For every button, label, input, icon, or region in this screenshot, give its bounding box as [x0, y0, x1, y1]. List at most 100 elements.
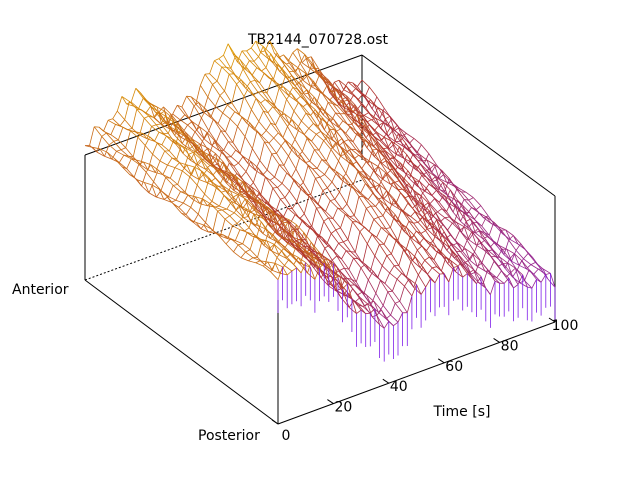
mesh-line-position: [224, 90, 233, 104]
mesh-line-position: [504, 268, 513, 278]
mesh-line-time: [236, 177, 242, 196]
mesh-line-position: [267, 208, 276, 219]
mesh-line-position: [334, 277, 343, 290]
mesh-line-position: [399, 140, 408, 150]
mesh-line-time: [471, 231, 477, 246]
mesh-line-time: [116, 96, 123, 112]
mesh-line-position: [164, 110, 173, 118]
mesh-line-position: [382, 215, 391, 228]
mesh-line-position: [278, 254, 287, 259]
mesh-line-position: [284, 247, 293, 256]
mesh-line-time: [327, 181, 333, 189]
mesh-line-time: [284, 190, 290, 198]
mesh-line-position: [519, 282, 528, 288]
mesh-line-time: [119, 119, 126, 126]
mesh-line-time: [218, 54, 224, 59]
mesh-line-position: [203, 151, 212, 162]
mesh-line-position: [215, 153, 224, 162]
mesh-line-time: [465, 211, 470, 214]
mesh-line-time: [148, 181, 154, 194]
mesh-line-time: [309, 266, 316, 280]
mesh-line-time: [346, 250, 351, 252]
mesh-line-time: [258, 110, 264, 122]
mesh-line-time: [298, 245, 304, 251]
mesh-line-position: [505, 229, 514, 236]
mesh-line-position: [477, 266, 486, 272]
mesh-line-position: [399, 301, 408, 313]
mesh-line-position: [153, 181, 162, 191]
mesh-line-time: [258, 192, 264, 202]
mesh-line-time: [409, 138, 415, 144]
mesh-line-time: [330, 199, 335, 201]
mesh-line-position: [348, 269, 357, 283]
mesh-line-position: [370, 161, 379, 167]
mesh-line-time: [387, 290, 393, 293]
mesh-line-position: [297, 48, 306, 55]
mesh-line-position: [426, 250, 435, 261]
mesh-line-time: [360, 139, 366, 153]
mesh-line-position: [405, 277, 415, 288]
mesh-line-position: [361, 114, 370, 125]
mesh-line-position: [354, 284, 363, 293]
mesh-line-position: [193, 105, 202, 119]
mesh-line-position: [431, 227, 440, 241]
mesh-line-position: [411, 161, 420, 169]
mesh-line-position: [374, 255, 383, 267]
mesh-line-position: [363, 124, 372, 138]
mesh-line-position: [384, 283, 393, 292]
mesh-line-position: [242, 243, 251, 250]
mesh-line-position: [369, 124, 378, 133]
mesh-line-position: [342, 278, 351, 286]
mesh-line-time: [310, 109, 316, 116]
mesh-line-position: [165, 115, 174, 122]
mesh-line-position: [375, 141, 384, 153]
mesh-line-position: [404, 251, 414, 262]
mesh-line-time: [315, 176, 321, 179]
mesh-line-position: [482, 284, 491, 295]
mesh-line-time: [166, 117, 173, 126]
mesh-line-time: [169, 167, 176, 179]
mesh-line-position: [255, 262, 264, 267]
mesh-line-position: [279, 198, 289, 209]
mesh-line-time: [230, 55, 236, 69]
mesh-line-position: [376, 237, 385, 245]
mesh-line-position: [161, 124, 170, 129]
mesh-line-position: [171, 201, 179, 208]
mesh-line-position: [340, 155, 348, 162]
mesh-line-time: [309, 96, 315, 106]
mesh-line-position: [217, 210, 226, 220]
mesh-line-position: [441, 208, 450, 218]
mesh-line-time: [193, 214, 199, 223]
mesh-line-time: [277, 228, 283, 233]
mesh-line-position: [232, 196, 242, 207]
mesh-line-position: [242, 155, 251, 162]
mesh-line-time: [419, 260, 426, 268]
mesh-line-position: [364, 97, 373, 110]
mesh-line-time: [225, 118, 231, 132]
surface-mesh: [84, 40, 556, 362]
mesh-line-position: [400, 162, 408, 171]
mesh-line-time: [228, 141, 233, 143]
mesh-line-position: [393, 144, 402, 156]
mesh-line-position: [453, 257, 462, 265]
mesh-line-position: [521, 260, 530, 270]
mesh-line-time: [513, 253, 520, 266]
mesh-line-position: [167, 121, 176, 127]
mesh-line-position: [380, 152, 389, 161]
mesh-line-position: [195, 145, 204, 153]
mesh-line-position: [319, 268, 328, 278]
mesh-line-time: [454, 263, 461, 272]
mesh-line-position: [458, 254, 467, 264]
mesh-line-time: [429, 164, 435, 170]
mesh-line-position: [456, 188, 465, 200]
mesh-line-position: [396, 278, 405, 287]
mesh-line-position: [512, 276, 521, 284]
mesh-line-position: [378, 184, 387, 191]
mesh-line-position: [240, 79, 249, 88]
mesh-line-position: [281, 115, 290, 125]
mesh-line-position: [208, 231, 216, 234]
mesh-line-position: [294, 85, 303, 95]
mesh-line-position: [415, 256, 424, 268]
mesh-line-position: [330, 260, 339, 269]
mesh-line-position: [214, 206, 223, 211]
